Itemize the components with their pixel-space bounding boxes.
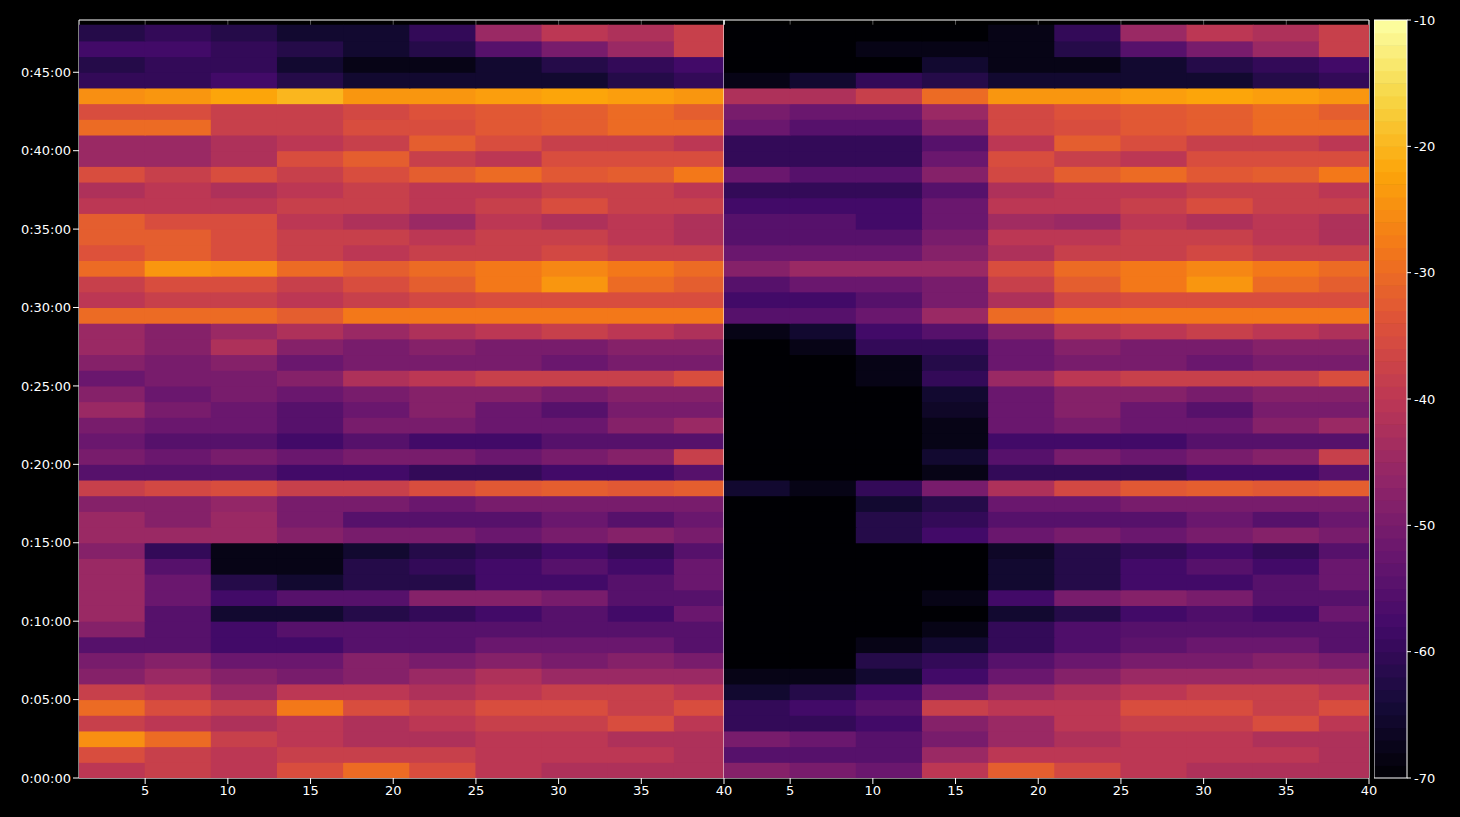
svg-text:-40: -40: [1414, 392, 1435, 407]
svg-text:0:40:00: 0:40:00: [21, 143, 71, 158]
svg-text:35: 35: [1278, 783, 1295, 798]
svg-text:-20: -20: [1414, 139, 1435, 154]
svg-text:-60: -60: [1414, 644, 1435, 659]
svg-text:25: 25: [1113, 783, 1130, 798]
svg-text:40: 40: [1361, 783, 1378, 798]
svg-text:35: 35: [633, 783, 650, 798]
svg-text:20: 20: [385, 783, 402, 798]
svg-text:5: 5: [786, 783, 794, 798]
svg-text:15: 15: [947, 783, 964, 798]
svg-text:-50: -50: [1414, 518, 1435, 533]
svg-text:40: 40: [716, 783, 733, 798]
svg-text:0:15:00: 0:15:00: [21, 535, 71, 550]
svg-text:10: 10: [220, 783, 237, 798]
svg-text:0:45:00: 0:45:00: [21, 65, 71, 80]
svg-text:0:20:00: 0:20:00: [21, 457, 71, 472]
svg-text:10: 10: [865, 783, 882, 798]
svg-text:30: 30: [550, 783, 567, 798]
svg-text:0:05:00: 0:05:00: [21, 692, 71, 707]
svg-text:0:30:00: 0:30:00: [21, 300, 71, 315]
svg-text:15: 15: [302, 783, 319, 798]
svg-text:0:35:00: 0:35:00: [21, 222, 71, 237]
svg-text:30: 30: [1195, 783, 1212, 798]
svg-text:0:10:00: 0:10:00: [21, 614, 71, 629]
svg-text:20: 20: [1030, 783, 1047, 798]
svg-text:-10: -10: [1414, 13, 1435, 28]
svg-text:-70: -70: [1414, 771, 1435, 786]
svg-text:25: 25: [468, 783, 485, 798]
svg-text:-30: -30: [1414, 265, 1435, 280]
svg-text:0:00:00: 0:00:00: [21, 771, 71, 786]
svg-text:0:25:00: 0:25:00: [21, 379, 71, 394]
svg-text:5: 5: [141, 783, 149, 798]
